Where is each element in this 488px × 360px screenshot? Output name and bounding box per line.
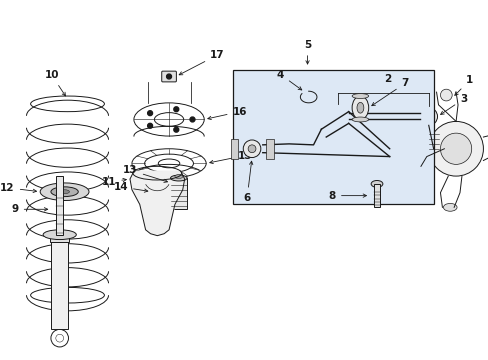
Circle shape [147,111,152,116]
Bar [373,184,380,207]
Polygon shape [130,171,184,236]
FancyBboxPatch shape [162,71,176,82]
Ellipse shape [151,187,173,197]
Circle shape [174,127,179,132]
Text: 17: 17 [179,50,224,75]
Text: 2: 2 [384,75,391,85]
Ellipse shape [51,187,78,197]
Ellipse shape [43,230,76,239]
Ellipse shape [351,94,368,99]
Text: 15: 15 [209,150,251,164]
Text: 13: 13 [123,165,167,183]
Ellipse shape [158,190,166,194]
Ellipse shape [351,96,368,120]
Text: 6: 6 [243,161,252,203]
Text: 5: 5 [304,40,310,64]
Ellipse shape [175,175,183,179]
Ellipse shape [40,183,89,201]
Circle shape [440,133,471,165]
Ellipse shape [443,203,456,211]
Circle shape [190,117,195,122]
Ellipse shape [243,140,260,158]
Bar [230,139,238,158]
Bar [233,70,433,204]
Ellipse shape [351,117,368,122]
Text: 11: 11 [102,177,126,187]
Text: 1: 1 [454,75,472,95]
Circle shape [166,74,171,79]
Ellipse shape [326,106,348,127]
Text: 12: 12 [0,183,37,193]
Bar [170,178,187,209]
Bar [51,242,68,329]
Text: 16: 16 [207,107,246,120]
Circle shape [428,121,483,176]
Text: 8: 8 [328,191,366,201]
Ellipse shape [170,175,187,181]
Bar [50,235,69,242]
Text: 14: 14 [113,182,147,192]
Text: 9: 9 [12,204,48,214]
Text: 4: 4 [276,69,301,90]
Ellipse shape [370,180,382,187]
Ellipse shape [60,190,69,194]
Bar [56,176,63,235]
Text: 3: 3 [440,94,467,114]
Circle shape [147,123,152,128]
Circle shape [174,107,179,112]
Bar [265,139,273,158]
Text: 10: 10 [44,71,65,96]
Text: 7: 7 [371,78,408,106]
Ellipse shape [356,102,363,113]
Ellipse shape [419,108,437,125]
Circle shape [440,89,451,101]
Ellipse shape [332,112,342,121]
Ellipse shape [247,145,255,153]
Ellipse shape [424,113,432,121]
